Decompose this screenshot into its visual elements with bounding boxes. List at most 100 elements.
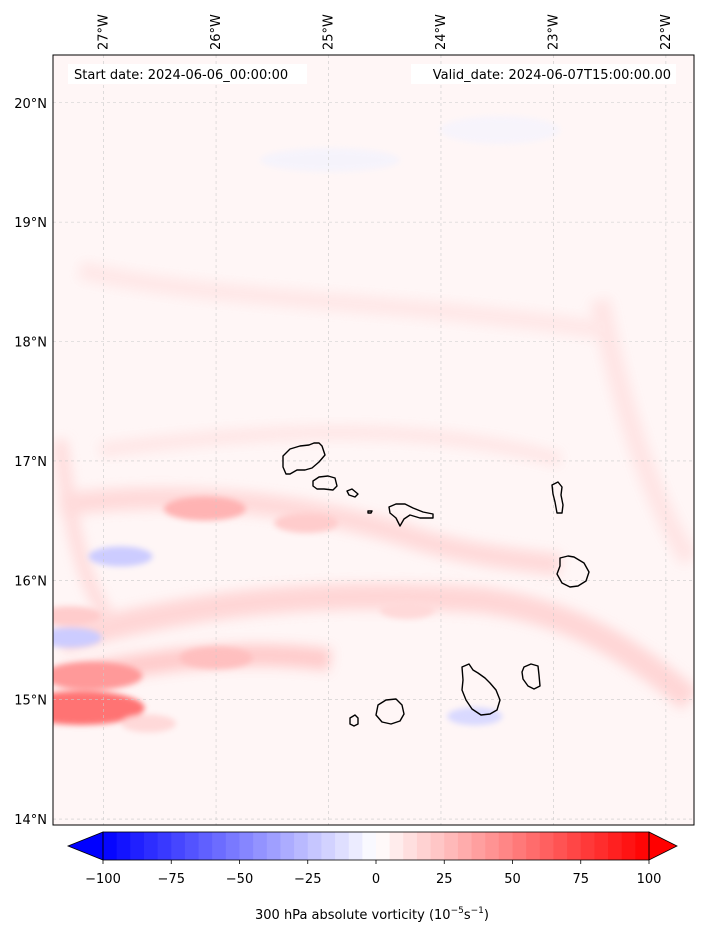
lon-tick-label: 22°W bbox=[659, 14, 674, 50]
coastlines bbox=[282, 442, 590, 727]
colorbar-block bbox=[621, 832, 636, 860]
colorbar-block bbox=[471, 832, 486, 860]
lon-tick-label: 27°W bbox=[97, 14, 112, 50]
colorbar-tick-label: −100 bbox=[85, 872, 121, 887]
map-frame bbox=[52, 54, 695, 826]
island-santa-luzia bbox=[346, 488, 359, 498]
colorbar-block bbox=[212, 832, 227, 860]
colorbar-block bbox=[376, 832, 391, 860]
colorbar-tick-label: −50 bbox=[226, 872, 253, 887]
colorbar-tick-label: 50 bbox=[504, 872, 521, 887]
colorbar-block bbox=[403, 832, 418, 860]
vorticity-field bbox=[53, 116, 694, 733]
colorbar-tick-label: −75 bbox=[158, 872, 185, 887]
vorticity-streak-west bbox=[53, 439, 116, 625]
colorbar-block bbox=[116, 832, 131, 860]
start-date-text: Start date: 2024-06-06_00:00:00 bbox=[74, 68, 288, 83]
vorticity-feature-6 bbox=[53, 606, 102, 627]
vorticity-band-mid bbox=[56, 583, 694, 710]
colorbar-block bbox=[608, 832, 623, 860]
island-sao-nicolau bbox=[388, 503, 434, 527]
lon-tick-label: 26°W bbox=[209, 14, 224, 50]
vorticity-feature-9 bbox=[88, 546, 153, 567]
island-sao-vicente bbox=[312, 475, 338, 491]
colorbar-extend-low bbox=[66, 831, 104, 861]
colorbar-block bbox=[512, 832, 527, 860]
lat-tick-label: 18°N bbox=[14, 336, 47, 351]
colorbar-block bbox=[171, 832, 186, 860]
colorbar-label-main: 300 hPa absolute vorticity (10 bbox=[255, 908, 451, 923]
colorbar-block bbox=[567, 832, 582, 860]
colorbar: −100 −75 −50 −25 0 25 50 75 100 300 hPa absolute… bbox=[66, 831, 678, 923]
island-boa-vista bbox=[556, 555, 590, 588]
vorticity-feature-8 bbox=[53, 627, 102, 648]
gridlines bbox=[53, 55, 694, 825]
vorticity-feature-5 bbox=[379, 601, 435, 620]
colorbar-tick-labels: −100 −75 −50 −25 0 25 50 75 100 bbox=[85, 860, 661, 887]
island-fogo bbox=[375, 698, 405, 725]
island-branco bbox=[367, 510, 373, 514]
colorbar-block bbox=[389, 832, 404, 860]
island-santiago bbox=[461, 663, 501, 716]
lat-tick-label: 17°N bbox=[14, 455, 47, 470]
colorbar-block bbox=[225, 832, 240, 860]
colorbar-block bbox=[594, 832, 609, 860]
latitude-tick-labels: 20°N 19°N 18°N 17°N 16°N 15°N 14°N bbox=[14, 97, 47, 828]
colorbar-tick-label: 25 bbox=[436, 872, 453, 887]
colorbar-block bbox=[485, 832, 500, 860]
colorbar-blocks bbox=[103, 832, 650, 860]
lat-tick-label: 19°N bbox=[14, 216, 47, 231]
vorticity-feature-10 bbox=[447, 707, 503, 726]
colorbar-label-exp2: −1 bbox=[471, 906, 484, 916]
colorbar-label: 300 hPa absolute vorticity (10−5s−1) bbox=[255, 906, 489, 923]
colorbar-extend-high bbox=[648, 831, 678, 861]
start-date-box bbox=[68, 64, 307, 84]
colorbar-block bbox=[198, 832, 213, 860]
lon-tick-label: 24°W bbox=[434, 14, 449, 50]
colorbar-block bbox=[143, 832, 159, 860]
lon-tick-label: 25°W bbox=[322, 14, 337, 50]
colorbar-block bbox=[239, 832, 254, 860]
colorbar-block bbox=[348, 832, 363, 860]
vorticity-feature-1 bbox=[274, 512, 339, 533]
colorbar-block bbox=[539, 832, 554, 860]
colorbar-tick-label: 100 bbox=[637, 872, 662, 887]
colorbar-block bbox=[457, 832, 473, 860]
lat-tick-label: 14°N bbox=[14, 813, 47, 828]
start-date-annotation: Start date: 2024-06-06_00:00:00 bbox=[68, 64, 307, 84]
colorbar-label-end: ) bbox=[484, 908, 489, 923]
colorbar-block bbox=[321, 832, 336, 860]
colorbar-block bbox=[635, 832, 650, 860]
map-panel bbox=[52, 54, 695, 826]
vorticity-feature-7 bbox=[121, 714, 177, 733]
valid-date-box bbox=[411, 64, 676, 84]
colorbar-block bbox=[362, 832, 377, 860]
colorbar-block bbox=[335, 832, 350, 860]
island-maio bbox=[521, 663, 541, 690]
island-sal bbox=[551, 481, 564, 514]
colorbar-label-mid: s bbox=[464, 908, 471, 923]
vorticity-streak-central bbox=[99, 425, 562, 467]
lat-tick-label: 15°N bbox=[14, 694, 47, 709]
colorbar-block bbox=[416, 832, 432, 860]
colorbar-block bbox=[526, 832, 541, 860]
colorbar-block bbox=[294, 832, 309, 860]
valid-date-text: Valid_date: 2024-06-07T15:00:00.00 bbox=[433, 68, 671, 83]
colorbar-block bbox=[130, 832, 145, 860]
vorticity-streak-east bbox=[590, 298, 694, 566]
colorbar-tick-label: 0 bbox=[372, 872, 380, 887]
colorbar-block bbox=[157, 832, 172, 860]
island-brava bbox=[349, 714, 359, 727]
lat-tick-label: 16°N bbox=[14, 574, 47, 589]
colorbar-block bbox=[280, 832, 295, 860]
colorbar-block bbox=[553, 832, 568, 860]
lon-tick-label: 23°W bbox=[546, 14, 561, 50]
colorbar-block bbox=[103, 832, 118, 860]
colorbar-block bbox=[184, 832, 200, 860]
valid-date-annotation: Valid_date: 2024-06-07T15:00:00.00 bbox=[411, 64, 676, 84]
vorticity-anomaly-blue-northeast bbox=[440, 116, 560, 144]
colorbar-block bbox=[266, 832, 281, 860]
lat-tick-label: 20°N bbox=[14, 97, 47, 112]
vorticity-streak-north bbox=[77, 261, 602, 339]
